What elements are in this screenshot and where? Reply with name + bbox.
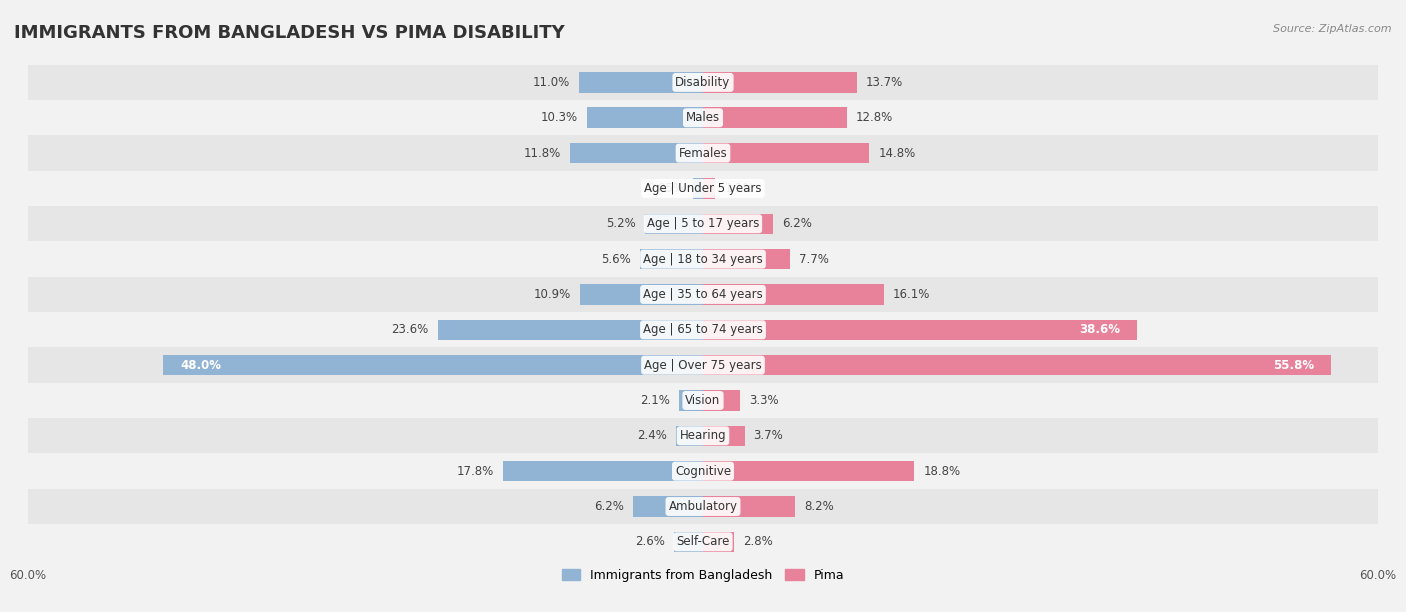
Text: 12.8%: 12.8% [856,111,893,124]
Text: 11.8%: 11.8% [524,147,561,160]
Bar [28,171,1378,206]
Bar [437,319,703,340]
Bar [28,524,1378,559]
Text: 7.7%: 7.7% [799,253,828,266]
Bar [640,249,703,269]
Text: Source: ZipAtlas.com: Source: ZipAtlas.com [1274,24,1392,34]
Bar [703,390,740,411]
Text: 2.6%: 2.6% [636,536,665,548]
Bar [579,72,703,92]
Bar [703,249,790,269]
Legend: Immigrants from Bangladesh, Pima: Immigrants from Bangladesh, Pima [557,564,849,587]
Bar [703,319,1137,340]
Text: IMMIGRANTS FROM BANGLADESH VS PIMA DISABILITY: IMMIGRANTS FROM BANGLADESH VS PIMA DISAB… [14,24,565,42]
Text: Hearing: Hearing [679,429,727,442]
Bar [703,532,734,552]
Text: Self-Care: Self-Care [676,536,730,548]
Bar [703,178,716,199]
Bar [703,143,869,163]
Text: Age | 35 to 64 years: Age | 35 to 64 years [643,288,763,301]
Bar [703,214,773,234]
Text: Age | 65 to 74 years: Age | 65 to 74 years [643,323,763,336]
Text: 23.6%: 23.6% [391,323,429,336]
Bar [28,100,1378,135]
Text: 6.2%: 6.2% [595,500,624,513]
Bar [163,355,703,375]
Text: 2.8%: 2.8% [744,536,773,548]
Bar [28,242,1378,277]
Bar [703,108,846,128]
Text: 13.7%: 13.7% [866,76,903,89]
Bar [644,214,703,234]
Text: 17.8%: 17.8% [457,465,494,477]
Text: 3.7%: 3.7% [754,429,783,442]
Bar [703,425,745,446]
Bar [28,312,1378,348]
Text: 5.6%: 5.6% [602,253,631,266]
Bar [28,65,1378,100]
Bar [673,532,703,552]
Text: Age | 5 to 17 years: Age | 5 to 17 years [647,217,759,230]
Bar [503,461,703,482]
Bar [693,178,703,199]
Text: Age | 18 to 34 years: Age | 18 to 34 years [643,253,763,266]
Text: 0.85%: 0.85% [647,182,685,195]
Text: 5.2%: 5.2% [606,217,636,230]
Text: 6.2%: 6.2% [782,217,811,230]
Bar [28,135,1378,171]
Text: 10.3%: 10.3% [541,111,578,124]
Bar [28,277,1378,312]
Text: 55.8%: 55.8% [1272,359,1313,371]
Bar [676,425,703,446]
Bar [703,461,914,482]
Text: Cognitive: Cognitive [675,465,731,477]
Bar [28,348,1378,382]
Bar [571,143,703,163]
Text: 10.9%: 10.9% [534,288,571,301]
Text: Males: Males [686,111,720,124]
Bar [581,284,703,305]
Bar [703,284,884,305]
Bar [588,108,703,128]
Text: 16.1%: 16.1% [893,288,931,301]
Text: Ambulatory: Ambulatory [668,500,738,513]
Text: 18.8%: 18.8% [924,465,960,477]
Text: Age | Over 75 years: Age | Over 75 years [644,359,762,371]
Bar [703,496,796,517]
Text: 14.8%: 14.8% [879,147,915,160]
Text: Vision: Vision [685,394,721,407]
Bar [28,453,1378,489]
Text: 2.1%: 2.1% [641,394,671,407]
Bar [28,418,1378,453]
Text: 8.2%: 8.2% [804,500,834,513]
Text: 1.1%: 1.1% [724,182,754,195]
Text: 2.4%: 2.4% [637,429,666,442]
Bar [633,496,703,517]
Bar [28,206,1378,242]
Text: 3.3%: 3.3% [749,394,779,407]
Bar [703,72,858,92]
Text: 38.6%: 38.6% [1080,323,1121,336]
Bar [703,355,1330,375]
Text: Disability: Disability [675,76,731,89]
Text: 48.0%: 48.0% [180,359,221,371]
Bar [28,382,1378,418]
Text: Age | Under 5 years: Age | Under 5 years [644,182,762,195]
Bar [679,390,703,411]
Text: 11.0%: 11.0% [533,76,571,89]
Bar [28,489,1378,524]
Text: Females: Females [679,147,727,160]
